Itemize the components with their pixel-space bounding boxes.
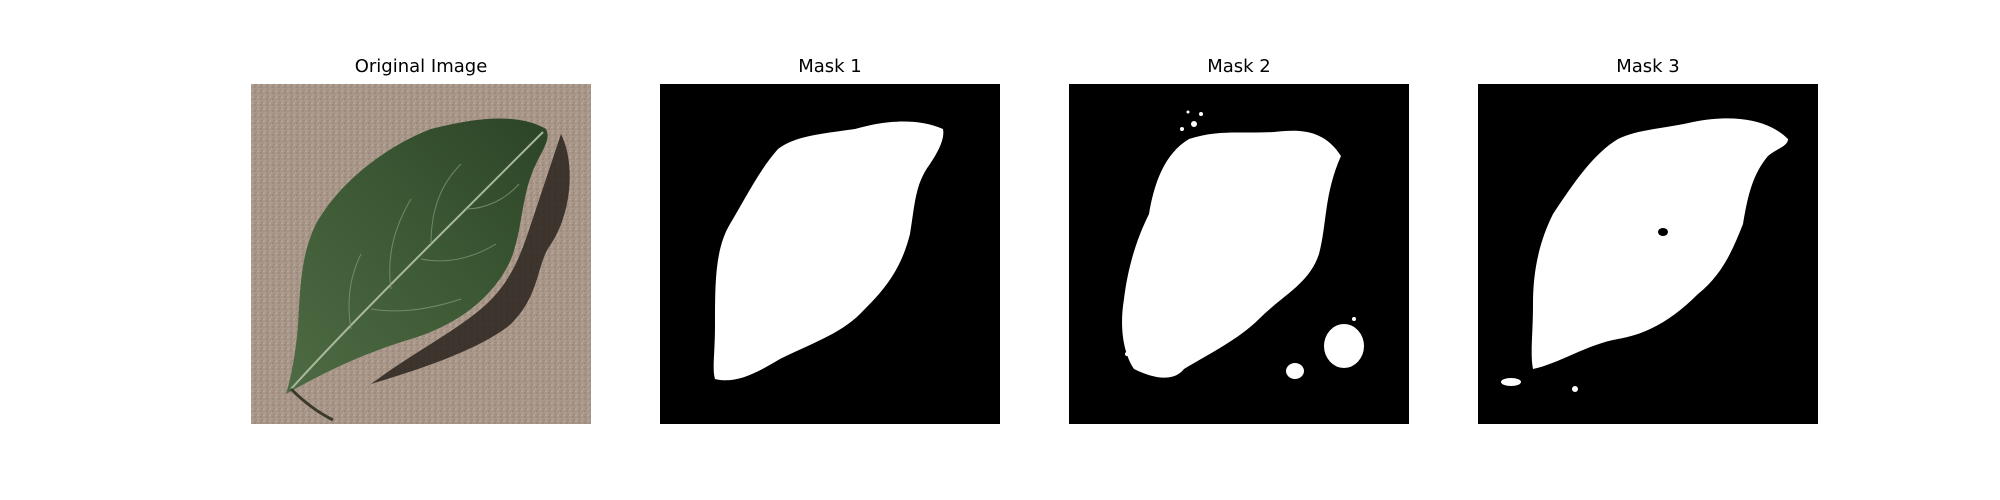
panel-mask-3: Mask 3 — [1478, 0, 1818, 500]
mask-region — [1122, 130, 1341, 378]
mask-blob — [1572, 386, 1578, 392]
mask-region — [1531, 118, 1788, 369]
panel-title: Mask 2 — [1207, 56, 1271, 77]
mask-1-image — [660, 84, 1000, 424]
panel-mask-2: Mask 2 — [1069, 0, 1409, 500]
leaf-stem — [289, 387, 334, 422]
panel-title: Original Image — [354, 56, 488, 77]
mask-3-image — [1478, 84, 1818, 424]
mask-2-image — [1069, 84, 1409, 424]
mask-blob — [1324, 324, 1364, 368]
mask-hole — [1658, 228, 1668, 236]
mask-region — [713, 121, 944, 381]
mask-blob — [1286, 363, 1304, 379]
mask-noise — [1125, 110, 1356, 361]
panel-title: Mask 1 — [798, 56, 862, 77]
panel-mask-1: Mask 1 — [660, 0, 1000, 500]
panel-original-image: Original Image — [251, 0, 591, 500]
mask-blob — [1501, 378, 1521, 386]
leaf-veins — [348, 163, 520, 330]
panel-title: Mask 3 — [1616, 56, 1680, 77]
leaf-photo — [251, 84, 591, 424]
leaf-midrib — [290, 131, 544, 390]
leaf-shadow — [371, 134, 570, 384]
